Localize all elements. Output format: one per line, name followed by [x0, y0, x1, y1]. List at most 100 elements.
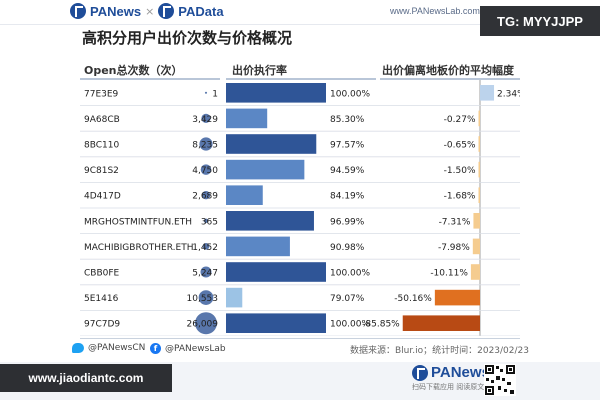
- deviation-label: -0.27%: [444, 115, 476, 125]
- rate-bar: [226, 83, 326, 103]
- column-header-rate: 出价执行率: [232, 64, 287, 77]
- open-label: 4,750: [192, 166, 218, 176]
- row-name: 97C7D9: [84, 320, 120, 330]
- rate-bar: [226, 313, 326, 333]
- open-label: 1,452: [192, 243, 218, 253]
- data-source: 数据来源：Blur.io；统计时间：2023/02/23: [350, 346, 529, 356]
- panews-logo-icon: [70, 3, 86, 19]
- rate-bar: [226, 287, 243, 308]
- open-label: 3,429: [192, 115, 218, 125]
- brand-separator: ×: [145, 4, 155, 18]
- rate-label: 97.57%: [330, 141, 365, 151]
- lab-url: www.PANewsLab.com: [390, 6, 480, 16]
- deviation-bar: [478, 110, 480, 127]
- header-underline-open: [80, 78, 220, 80]
- deviation-bar: [473, 213, 480, 229]
- rate-bar: [226, 134, 317, 154]
- rate-bar: [226, 159, 305, 180]
- rate-label: 94.59%: [330, 166, 365, 176]
- row-name: 8BC110: [84, 141, 119, 151]
- brand-left: PANews: [90, 3, 142, 19]
- rate-bar: [226, 185, 263, 205]
- rate-bar: [226, 211, 314, 231]
- tg-badge: TG: MYYJJPP: [480, 6, 600, 36]
- open-bubble: [204, 91, 208, 94]
- deviation-bar: [480, 85, 495, 101]
- open-bubble: [201, 113, 211, 124]
- deviation-label: -50.16%: [394, 294, 432, 304]
- rate-label: 85.30%: [330, 115, 365, 125]
- bottom-brand: PANews 扫码下载应用 阅读原文: [412, 364, 490, 392]
- row-name: 9C81S2: [84, 166, 119, 176]
- row-name: MACHIBIGBROTHER.ETH: [84, 243, 193, 253]
- brand: PANews × PAData: [70, 3, 224, 19]
- header-underline-rate: [226, 78, 376, 80]
- rate-bar: [226, 236, 290, 257]
- open-bubble: [200, 266, 212, 278]
- deviation-bar: [478, 161, 480, 178]
- open-bubble: [199, 137, 213, 151]
- row-name: 77E3E9: [84, 89, 119, 99]
- open-bubble: [200, 164, 212, 175]
- rate-label: 90.98%: [330, 243, 365, 253]
- brand-right: PAData: [178, 3, 224, 19]
- deviation-bar: [402, 315, 480, 331]
- chart-table: 77E3E9 1 100.00% 2.34% 9A68CB 3,429 85.30% -0.2…: [80, 80, 520, 336]
- open-label: 5,247: [192, 269, 218, 279]
- column-header-open: Open总次数（次）: [84, 64, 183, 77]
- deviation-label: -85.85%: [362, 320, 400, 330]
- deviation-label: -1.50%: [444, 166, 476, 176]
- open-bubble: [201, 190, 211, 200]
- open-label: 8,235: [192, 141, 218, 151]
- facebook-icon: f: [150, 343, 161, 354]
- deviation-label: 2.34%: [497, 89, 520, 99]
- open-label: 26,009: [187, 320, 219, 330]
- deviation-label: -7.31%: [439, 217, 471, 227]
- rate-label: 100.00%: [330, 89, 370, 99]
- chart-title: 高积分用户出价次数与价格概况: [82, 29, 293, 47]
- rate-label: 100.00%: [330, 269, 370, 279]
- open-bubble: [202, 243, 210, 250]
- deviation-label: -7.98%: [438, 243, 470, 253]
- open-label: 1: [212, 89, 218, 99]
- row-name: 5E1416: [84, 294, 119, 304]
- facebook-handle: @PANewsLab: [165, 343, 226, 354]
- open-bubble: [195, 312, 217, 335]
- bottom-brand-name: PANews: [412, 364, 490, 381]
- row-name: 9A68CB: [84, 115, 120, 125]
- deviation-label: -1.68%: [444, 192, 476, 202]
- open-label: 2,689: [192, 192, 218, 202]
- deviation-label: -0.65%: [444, 141, 476, 151]
- deviation-bar: [472, 238, 480, 255]
- twitter-handle: @PANewsCN: [88, 343, 146, 353]
- padata-logo-icon: [158, 3, 175, 19]
- footer-divider: [80, 338, 520, 339]
- header-underline-deviation: [380, 78, 520, 80]
- open-label: 10,553: [187, 294, 219, 304]
- row-name: CBB0FE: [84, 269, 120, 279]
- deviation-bar: [478, 136, 480, 152]
- open-bubble: [203, 218, 209, 223]
- deviation-bar: [478, 187, 480, 203]
- column-header-deviation: 出价偏离地板价的平均幅度: [382, 64, 514, 77]
- bottom-brand-text: PANews: [431, 364, 490, 381]
- qr-code-icon[interactable]: [484, 364, 516, 396]
- open-label: 365: [201, 217, 218, 227]
- twitter-icon: [72, 343, 84, 353]
- rate-label: 96.99%: [330, 217, 365, 227]
- deviation-label: -10.11%: [430, 269, 468, 279]
- deviation-bar: [434, 289, 480, 306]
- row-name: MRGHOSTMINTFUN.ETH: [84, 217, 192, 227]
- open-bubble: [198, 290, 214, 305]
- site-badge: www.jiaodiantc.com: [0, 364, 172, 392]
- panews-logo-icon-bottom: [412, 364, 428, 381]
- footer-facebook: f @PANewsLab: [150, 343, 226, 354]
- footer-twitter: @PANewsCN: [72, 343, 145, 353]
- bottom-brand-sub: 扫码下载应用 阅读原文: [412, 383, 485, 391]
- row-name: 4D417D: [84, 192, 121, 202]
- rate-bar: [226, 108, 268, 129]
- rate-label: 79.07%: [330, 294, 365, 304]
- rate-bar: [226, 262, 326, 282]
- rate-label: 100.00%: [330, 320, 370, 330]
- deviation-bar: [470, 264, 480, 280]
